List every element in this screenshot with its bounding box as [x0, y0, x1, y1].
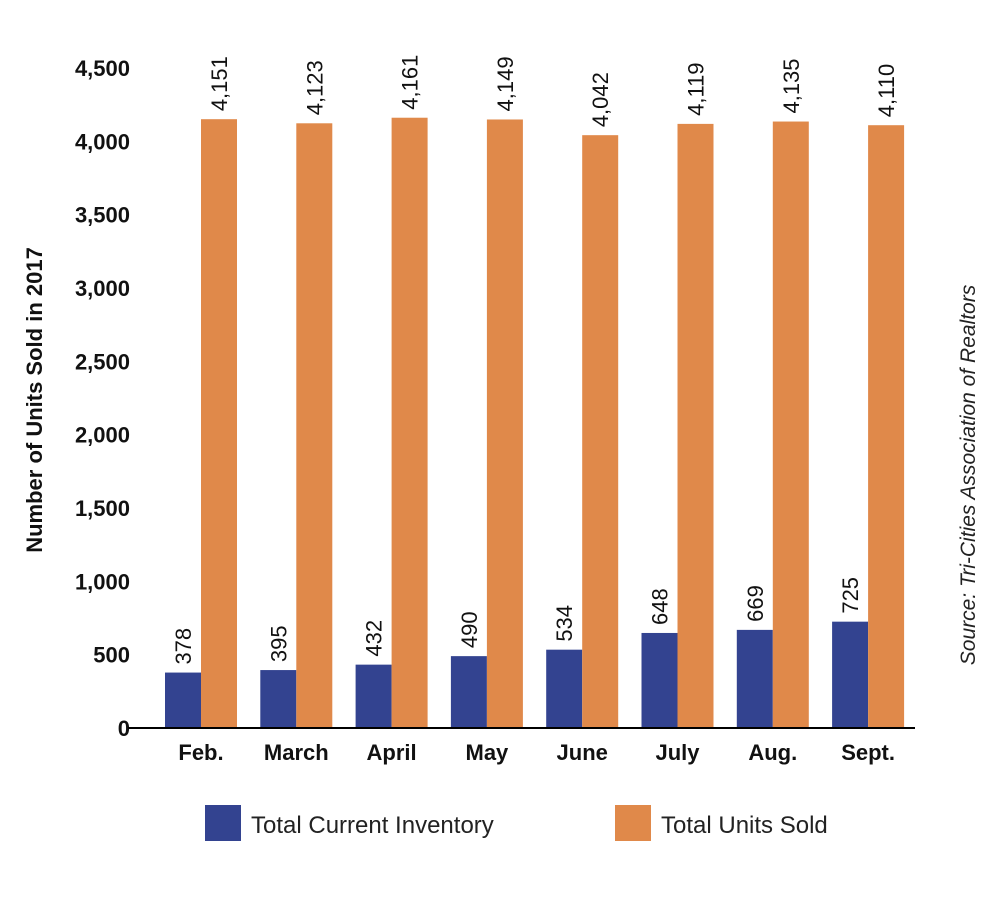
bar-units-sold [391, 117, 428, 729]
x-tick-label: Feb. [178, 740, 223, 765]
data-label: 432 [362, 620, 387, 657]
data-label: 490 [457, 611, 482, 648]
bar-units-sold [582, 135, 619, 728]
legend-swatch [615, 805, 651, 841]
y-tick-label: 4,500 [75, 56, 130, 81]
data-label: 4,151 [207, 56, 232, 111]
y-tick-label: 2,000 [75, 423, 130, 448]
bar-units-sold [201, 119, 237, 729]
x-tick-label: May [466, 740, 510, 765]
legend-label: Total Units Sold [661, 812, 828, 839]
bar-units-sold [486, 119, 523, 729]
x-tick-label: April [367, 740, 417, 765]
data-label: 725 [838, 577, 863, 614]
data-label: 648 [648, 588, 673, 625]
y-tick-label: 4,000 [75, 129, 130, 154]
data-label: 395 [266, 625, 291, 662]
y-tick-label: 500 [93, 643, 130, 668]
bar-units-sold [868, 125, 905, 728]
data-label: 378 [171, 628, 196, 665]
bar-units-sold [677, 123, 714, 728]
bar-inventory [641, 632, 678, 728]
x-tick-label: June [557, 740, 608, 765]
x-tick-label: Aug. [748, 740, 797, 765]
data-label: 4,110 [874, 64, 899, 117]
bar-inventory [450, 656, 487, 728]
data-label: 4,119 [684, 62, 709, 115]
bar-inventory [260, 670, 297, 728]
bar-units-sold [772, 121, 809, 729]
data-label: 4,123 [302, 60, 327, 115]
source-annotation: Source: Tri-Cities Association of Realto… [957, 284, 980, 665]
data-label: 534 [552, 605, 577, 642]
data-label: 4,161 [398, 55, 423, 110]
y-tick-label: 1,500 [75, 496, 130, 521]
data-label: 669 [743, 585, 768, 622]
bar-inventory [355, 664, 392, 728]
y-tick-label: 3,500 [75, 203, 130, 228]
legend-swatch [205, 805, 241, 841]
x-tick-label: March [264, 740, 329, 765]
data-label: 4,042 [588, 72, 613, 127]
x-tick-label: Sept. [841, 740, 895, 765]
bar-inventory [832, 621, 869, 728]
bar-inventory [165, 672, 201, 728]
y-tick-label: 0 [118, 716, 130, 741]
legend-label: Total Current Inventory [251, 812, 494, 839]
x-tick-label: July [655, 740, 700, 765]
y-tick-label: 3,000 [75, 276, 130, 301]
bar-inventory [546, 649, 583, 728]
data-label: 4,135 [779, 58, 804, 113]
y-axis-label: Number of Units Sold in 2017 [22, 247, 47, 553]
bar-units-sold [296, 123, 333, 728]
bar-inventory [736, 629, 773, 728]
y-tick-label: 1,000 [75, 569, 130, 594]
data-label: 4,149 [493, 56, 518, 111]
y-tick-label: 2,500 [75, 349, 130, 374]
